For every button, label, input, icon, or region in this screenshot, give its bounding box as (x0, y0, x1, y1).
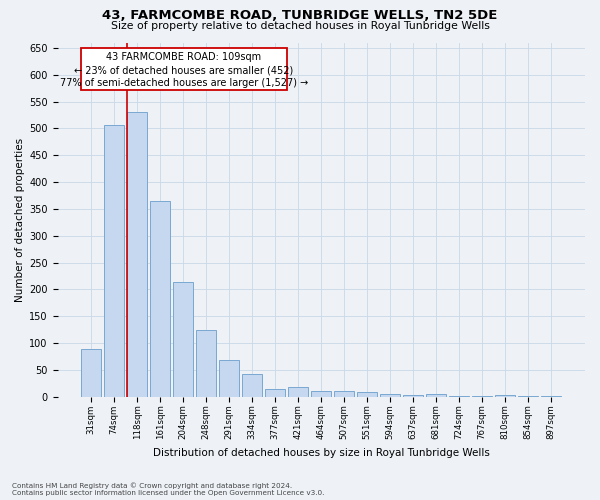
Bar (127, 112, 147, 397)
Text: Contains public sector information licensed under the Open Government Licence v3: Contains public sector information licen… (12, 490, 325, 496)
Bar (151, 201, 170, 396)
Bar (289, 387, 308, 396)
Bar (334, 392, 354, 396)
Text: 43 FARMCOMBE ROAD: 109sqm: 43 FARMCOMBE ROAD: 109sqm (106, 52, 262, 62)
Bar (82, 350, 101, 397)
Text: 43, FARMCOMBE ROAD, TUNBRIDGE WELLS, TN2 5DE: 43, FARMCOMBE ROAD, TUNBRIDGE WELLS, TN2… (103, 9, 497, 22)
X-axis label: Distribution of detached houses by size in Royal Tunbridge Wells: Distribution of detached houses by size … (153, 448, 490, 458)
Bar (496, 394, 515, 396)
Text: 77% of semi-detached houses are larger (1,527) →: 77% of semi-detached houses are larger (… (60, 78, 308, 88)
Text: ← 23% of detached houses are smaller (452): ← 23% of detached houses are smaller (45… (74, 65, 293, 75)
Bar (311, 392, 331, 396)
FancyBboxPatch shape (81, 48, 287, 90)
Bar (358, 392, 377, 396)
Bar (173, 282, 193, 397)
Bar (265, 388, 285, 396)
Bar (242, 374, 262, 396)
Bar (104, 124, 124, 396)
Bar (403, 394, 423, 396)
Y-axis label: Number of detached properties: Number of detached properties (15, 138, 25, 302)
Text: Contains HM Land Registry data © Crown copyright and database right 2024.: Contains HM Land Registry data © Crown c… (12, 482, 292, 489)
Text: Size of property relative to detached houses in Royal Tunbridge Wells: Size of property relative to detached ho… (110, 21, 490, 31)
Bar (196, 330, 216, 396)
Bar (220, 360, 239, 397)
Bar (380, 394, 400, 396)
Bar (427, 394, 446, 396)
